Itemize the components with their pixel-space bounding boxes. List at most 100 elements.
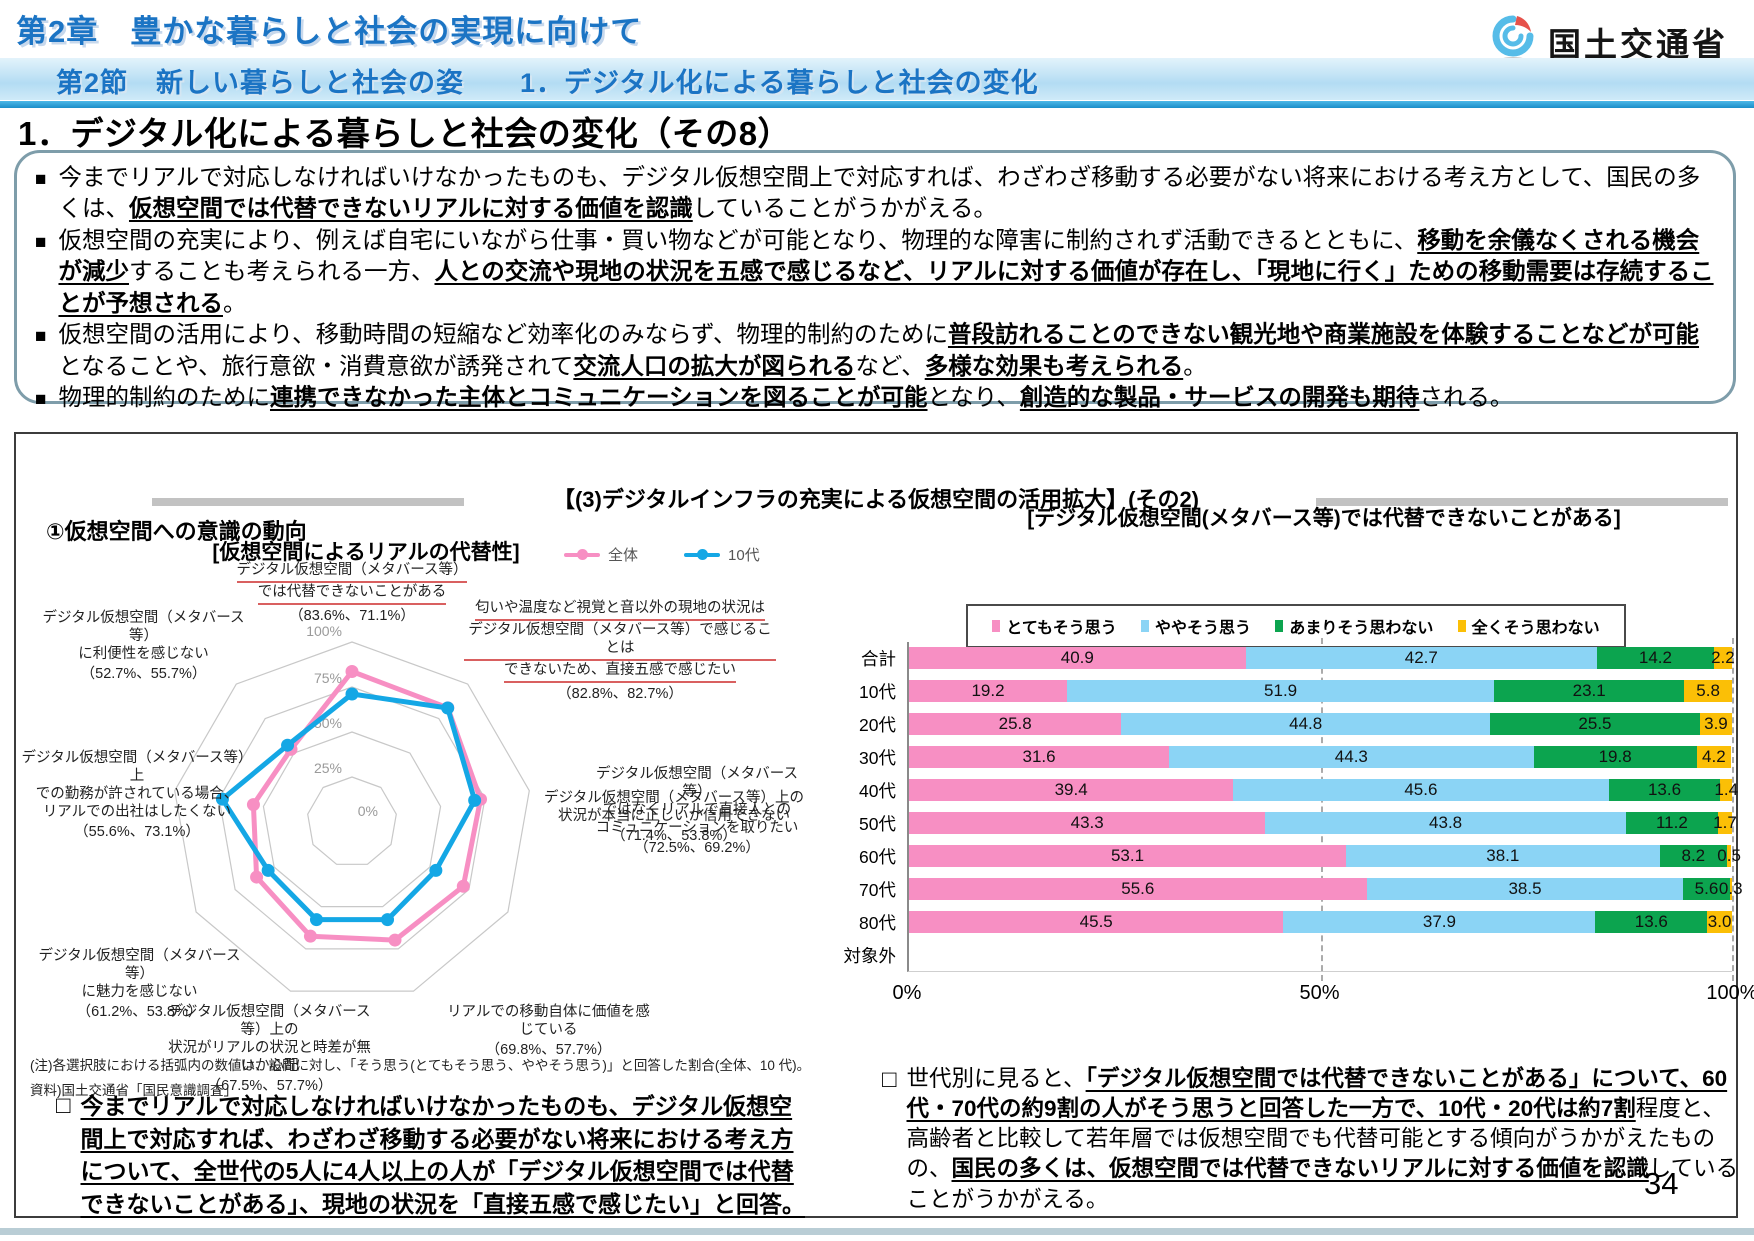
radar-axis-label-text: 匂いや温度など視覚と音以外の現地の状況は (475, 600, 765, 621)
radar-axis-values: （83.6%、71.1%） (289, 607, 415, 624)
figure-panel: 【(3)デジタルインフラの充実による仮想空間の活用拡大】(その2) ①仮想空間へ… (14, 432, 1754, 1221)
radar-axis-label-text: デジタル仮想空間（メタバース等）で感じることは (464, 622, 776, 661)
radar-axis-label-line: 匂いや温度など視覚と音以外の現地の状況は (464, 600, 776, 622)
radar-axis-label-text: できないため、直接五感で感じたい (504, 662, 736, 683)
bar-segment: 45.5 (909, 910, 1284, 933)
radar-axis-label: デジタル仮想空間（メタバース等） では代替できないことがある （83.6%、71.1… (182, 562, 522, 626)
bar-row: 45.5 37.9 13.6 3.0 (909, 905, 1732, 938)
radar-axis-values: （67.5%、57.7%） (206, 1077, 333, 1094)
bar-row: 43.3 43.8 11.2 1.7 (909, 807, 1737, 840)
bar-value-label: 42.7 (1404, 648, 1438, 668)
radar-axis-label-line: 状況がリアルの状況と時差が無いか心配 (162, 1040, 377, 1076)
radar-chart: 100%75%50%25%0% (174, 623, 530, 992)
bar-chart-categories: 合計 10代 20代 30代 40代 50代 60代 70代 80代 対象外 (784, 642, 897, 972)
radar-point (246, 798, 260, 812)
radar-axis-values: （82.8%、82.7%） (557, 685, 683, 702)
radar-axis-label-line: に魅力を感じない (37, 984, 242, 1002)
text-segment: 物理的制約のために (58, 384, 270, 411)
text-segment: 多様な効果も考えられる (924, 352, 1184, 379)
text-segment: 仮想空間の充実により、例えば自宅にいながら仕事・買い物などが可能となり、物理的な… (58, 226, 1418, 253)
legend-swatch-icon (1457, 620, 1466, 632)
radar-legend-label: 10代 (728, 547, 760, 564)
radar-axis-label-text: ではなくリアルで直接人との (602, 801, 792, 818)
bar-segment: 42.7 (1245, 647, 1597, 670)
gridline-50 (1320, 638, 1323, 981)
square-bullet-marker: ■ (35, 169, 47, 190)
radar-chart-title: [仮想空間によるリアルの代替性] (212, 541, 520, 564)
radar-ring-label: 25% (314, 760, 342, 776)
bar-category-label: 40代 (859, 781, 896, 801)
bar-category-label: 70代 (859, 880, 896, 900)
bar-legend-label: とてもそう思う (1006, 620, 1117, 637)
text-segment: 普段訪れることのできない観光地や商業施設を体験することなどが可能 (947, 321, 1700, 348)
checkbox-marker: □ (56, 1092, 71, 1119)
text-segment: 国民の多くは、仮想空間では代替できないリアルに対する価値を認識 (951, 1156, 1649, 1182)
bar-segment: 1.4 (1714, 779, 1738, 802)
bar-value-label: 0.5 (1717, 845, 1741, 865)
bar-segment: 19.8 (1533, 746, 1697, 769)
bar-value-label: 39.4 (1054, 780, 1088, 800)
bar-legend-label: ややそう思う (1155, 620, 1252, 637)
radar-axis-label: デジタル仮想空間（メタバース等） に魅力を感じない （61.2%、53.8%） (37, 948, 242, 1022)
bar-segment: 1.7 (1713, 811, 1737, 834)
bar-segment: 0.3 (1719, 877, 1743, 900)
radar-section-subtitle: ①仮想空間への意識の動向 (46, 519, 307, 544)
radar-axis-label-text: デジタル仮想空間（メタバース等） (42, 610, 245, 644)
stacked-bar: 40.9 42.7 14.2 2.2 (909, 647, 1735, 670)
bar-segment: 4.2 (1696, 746, 1732, 769)
text-segment: 。 (222, 289, 247, 316)
bar-row: 31.6 44.3 19.8 4.2 (909, 741, 1732, 774)
radar-axis-label-text: リアルでの出社はしたくない (42, 803, 232, 820)
radar-point (388, 933, 402, 947)
summary-bullet: ■ 今までリアルで対応しなければいけなかったものも、デジタル仮想空間上で対応すれば… (29, 162, 1717, 225)
left-takeaway: □ 今までリアルで対応しなければいけなかったものも、デジタル仮想空間上で対応すれ… (56, 1090, 806, 1221)
bar-value-label: 1.4 (1714, 780, 1739, 800)
radar-axis-label-text: デジタル仮想空間（メタバース等）上の (168, 1004, 371, 1038)
stacked-bar: 45.5 37.9 13.6 3.0 (909, 910, 1732, 933)
text-segment: 仮想空間では代替できないリアルに対する価値を認識 (128, 195, 693, 222)
bar-row: 53.1 38.1 8.2 0.5 (909, 839, 1741, 872)
radar-point (429, 863, 443, 877)
radar-axis-values: （69.8%、57.7%） (485, 1041, 612, 1058)
radar-axis-label-text: デジタル仮想空間（メタバース等） (38, 948, 241, 982)
bar-value-label: 40.9 (1060, 648, 1094, 668)
text-segment: 「デジタル仮想空間では代替できないことがある」について、60代・70代の約9割の… (906, 1066, 1728, 1122)
radar-axis-values: （52.7%、55.7%） (80, 665, 207, 682)
decoration-bar-left (152, 498, 464, 506)
radar-axis-values: （61.2%、53.8%） (76, 1003, 203, 1020)
bar-legend-item: あまりそう思わない (1275, 614, 1433, 638)
bar-row (909, 938, 1732, 971)
bar-value-label: 3.9 (1704, 714, 1728, 734)
radar-axis-label-text: デジタル仮想空間（メタバース等） (236, 562, 468, 583)
radar-point (303, 929, 317, 943)
radar-point (456, 879, 470, 893)
radar-axis-label-line: に利便性を感じない (41, 646, 246, 664)
radar-ring (262, 731, 442, 908)
bar-segment: 40.9 (909, 647, 1246, 670)
bar-segment: 5.8 (1684, 680, 1732, 703)
radar-legend-item: 10代 (684, 544, 760, 565)
radar-point (381, 913, 395, 927)
bar-segment: 25.8 (909, 713, 1122, 736)
summary-bullet: ■ 仮想空間の活用により、移動時間の短縮など効率化のみならず、物理的制約のために普… (29, 319, 1717, 382)
radar-axis-label-line: デジタル仮想空間（メタバース等）上の (162, 1004, 377, 1040)
radar-legend: 全体 10代 (564, 544, 760, 565)
bar-segment: 14.2 (1597, 647, 1714, 670)
radar-ring-label: 100% (306, 623, 342, 639)
bar-segment: 25.5 (1490, 713, 1700, 736)
bar-value-label: 43.8 (1429, 812, 1463, 832)
bar-value-label: 43.3 (1070, 812, 1104, 832)
bar-value-label: 0.3 (1718, 878, 1743, 898)
radar-axis-label-line: コミュニケーションを取りたい (592, 820, 802, 838)
text-segment: となることや、旅行意欲・消費意欲が誘発されて (58, 352, 574, 379)
text-segment: 移動を余儀なくされる機会が減少 (58, 226, 1700, 285)
page-title: 1．デジタル化による暮らしと社会の変化（その8） (18, 115, 792, 152)
figure-title: 【(3)デジタルインフラの充実による仮想空間の活用拡大】(その2) (552, 487, 1200, 512)
radar-point (309, 913, 323, 927)
chapter-heading: 第2章 豊かな暮らしと社会の実現に向けて (16, 14, 643, 49)
text-segment: 仮想空間の活用により、移動時間の短縮など効率化のみならず、物理的制約のために (58, 321, 948, 348)
bar-category-label: 合計 (861, 649, 896, 669)
radar-axis-label: 匂いや温度など視覚と音以外の現地の状況は デジタル仮想空間（メタバース等）で感じる… (464, 600, 776, 704)
radar-point (281, 738, 295, 752)
radar-axis-label-line: リアルでの移動自体に価値を感じている (441, 1004, 656, 1040)
